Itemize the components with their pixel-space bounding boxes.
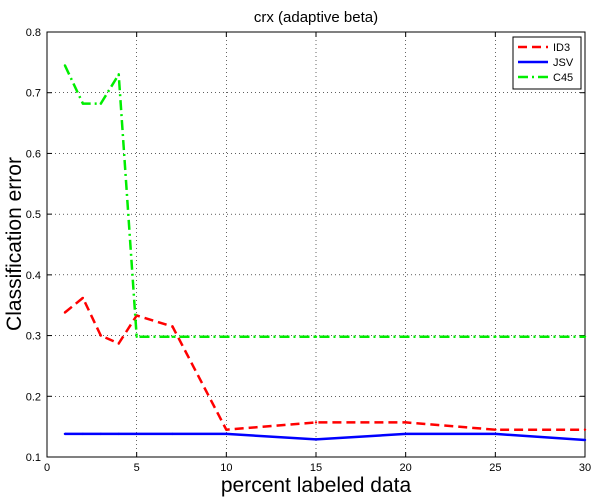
- y-tick-label: 0.4: [26, 270, 41, 282]
- x-tick-label: 30: [579, 462, 591, 474]
- grid: [47, 32, 585, 457]
- data-point-id3: [404, 421, 407, 424]
- y-tick-label: 0.7: [26, 88, 41, 100]
- data-point-id3: [314, 421, 318, 424]
- y-tick-label: 0.8: [26, 27, 41, 39]
- data-point-jsv: [225, 432, 228, 436]
- x-axis-label: percent labeled data: [221, 474, 412, 497]
- data-point-id3: [63, 311, 67, 314]
- data-point-c45: [494, 335, 497, 338]
- chart-title: crx (adaptive beta): [254, 9, 378, 26]
- x-tick-label: 20: [400, 462, 412, 474]
- series-line-c45: [63, 64, 585, 339]
- data-point-c45: [63, 64, 67, 67]
- data-point-c45: [81, 102, 85, 105]
- data-point-id3: [171, 325, 174, 328]
- y-tick-label: 0.2: [26, 391, 41, 403]
- data-point-jsv: [314, 438, 318, 441]
- data-point-jsv: [81, 432, 85, 436]
- data-point-jsv: [583, 438, 587, 442]
- legend-label-jsv: JSV: [553, 57, 574, 69]
- y-tick-label: 0.5: [26, 209, 41, 221]
- data-point-c45: [99, 102, 103, 105]
- data-point-c45: [171, 335, 174, 338]
- data-point-jsv: [117, 432, 120, 436]
- data-point-jsv: [171, 432, 174, 436]
- series-lines: [63, 64, 587, 442]
- data-point-jsv: [494, 432, 497, 436]
- data-point-jsv: [135, 432, 138, 436]
- x-tick-label: 5: [134, 462, 140, 474]
- data-point-c45: [404, 335, 407, 338]
- data-point-c45: [135, 335, 138, 338]
- x-tick-label: 0: [44, 462, 50, 474]
- y-tick-label: 0.3: [26, 331, 41, 343]
- axis-ticks: 0 5 10 15 20 25 30 0.1 0.2 0.3 0.4 0.5 0.6 0.7 0.8: [26, 27, 591, 474]
- legend-label-id3: ID3: [553, 42, 570, 54]
- legend: ID3 JSV C45: [512, 36, 582, 90]
- data-point-jsv: [63, 432, 67, 436]
- data-point-id3: [81, 296, 85, 300]
- data-point-c45: [117, 73, 120, 76]
- y-axis-label: Classification error: [3, 157, 26, 331]
- x-tick-label: 25: [489, 462, 501, 474]
- data-point-id3: [117, 342, 120, 345]
- data-point-id3: [494, 428, 497, 431]
- data-point-jsv: [99, 432, 103, 436]
- y-tick-label: 0.6: [26, 148, 41, 160]
- y-tick-label: 0.1: [26, 452, 41, 464]
- legend-label-c45: C45: [553, 72, 573, 84]
- data-point-c45: [583, 335, 587, 338]
- data-point-id3: [99, 334, 103, 337]
- data-point-c45: [314, 335, 318, 338]
- data-point-id3: [225, 428, 228, 431]
- x-tick-label: 10: [220, 462, 232, 474]
- data-point-id3: [583, 428, 587, 431]
- data-point-jsv: [404, 432, 407, 436]
- x-tick-label: 15: [310, 462, 322, 474]
- data-point-c45: [225, 335, 228, 338]
